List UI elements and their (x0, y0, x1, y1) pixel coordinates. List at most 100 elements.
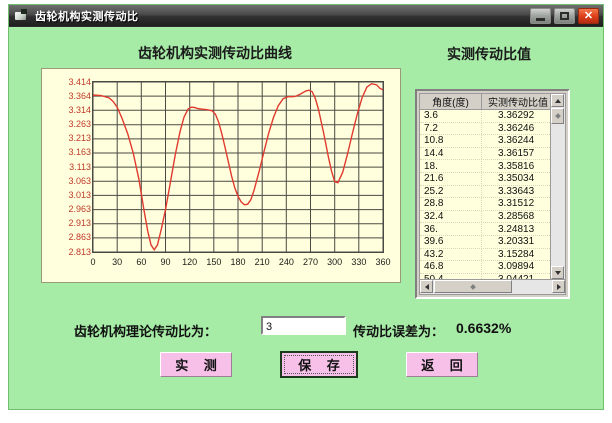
x-tick-label: 270 (302, 257, 319, 267)
table-row[interactable]: 25.2 3.33643 (420, 185, 554, 199)
y-tick-label: 3.414 (68, 76, 91, 87)
cell-angle: 28.8 (420, 198, 482, 210)
data-grid[interactable]: 角度(度) 实测传动比值 3.6 3.36292 7.2 3.36246 10.8 3.3… (415, 89, 570, 299)
column-header-ratio: 实测传动比值 (488, 98, 548, 109)
maximize-button[interactable] (554, 8, 575, 24)
measure-button[interactable]: 实 测 (160, 352, 232, 377)
x-tick-label: 210 (254, 257, 270, 267)
minimize-icon (536, 18, 545, 21)
table-row[interactable]: 14.4 3.36157 (420, 148, 554, 161)
x-tick-label: 0 (90, 257, 96, 267)
minimize-button[interactable] (530, 8, 551, 24)
y-tick-label: 3.063 (68, 175, 91, 186)
cell-angle: 39.6 (420, 236, 482, 248)
vertical-scrollbar[interactable] (550, 94, 565, 279)
data-curve (93, 82, 383, 251)
x-axis-tick-labels: 0 30 60 90 120 150 180 210 240 270 300 330 360 (90, 257, 390, 271)
x-tick-label: 60 (136, 257, 147, 267)
chart-panel: 3.414 3.364 3.314 3.263 3.213 3.163 3.113 3.063… (41, 68, 401, 283)
back-button[interactable]: 返 回 (406, 352, 478, 377)
theory-ratio-label: 齿轮机构理论传动比为： (74, 324, 218, 339)
cell-angle: 10.8 (420, 135, 482, 147)
cell-ratio: 3.31512 (498, 198, 535, 210)
save-button-label: 保 存 (298, 358, 346, 373)
x-tick-label: 360 (375, 257, 391, 267)
x-tick-label: 90 (160, 257, 171, 267)
y-tick-label: 3.263 (68, 119, 91, 130)
table-row[interactable]: 3.6 3.36292 (420, 110, 554, 123)
cell-angle: 36. (420, 223, 482, 235)
cell-ratio: 3.20331 (498, 236, 535, 248)
cell-ratio: 3.28568 (498, 211, 535, 223)
window-controls: ✕ (530, 8, 599, 24)
save-button[interactable]: 保 存 (280, 351, 358, 378)
maximize-icon (560, 12, 569, 20)
y-tick-label: 3.163 (68, 147, 91, 158)
y-tick-label: 3.013 (68, 189, 91, 200)
horizontal-scrollbar[interactable] (420, 279, 565, 294)
chevron-left-icon (424, 283, 429, 290)
table-row[interactable]: 7.2 3.36246 (420, 122, 554, 136)
cell-ratio: 3.36157 (498, 148, 535, 160)
x-tick-label: 180 (230, 257, 246, 267)
cell-angle: 21.6 (420, 173, 482, 185)
scroll-left-button[interactable] (420, 280, 433, 293)
close-button[interactable]: ✕ (578, 8, 599, 24)
y-tick-label: 2.913 (68, 218, 91, 229)
table-row[interactable]: 36. 3.24813 (420, 223, 554, 236)
error-label: 传动比误差为： (353, 324, 445, 339)
cell-ratio: 3.35034 (498, 173, 535, 185)
form-row: 齿轮机构理论传动比为： 传动比误差为： 0.6632% (10, 297, 602, 339)
x-tick-label: 240 (278, 257, 294, 267)
cell-ratio: 3.15284 (498, 248, 535, 260)
x-tick-label: 330 (351, 257, 367, 267)
cell-angle: 32.4 (420, 211, 482, 223)
cell-angle: 46.8 (420, 261, 482, 273)
cell-ratio: 3.24813 (498, 223, 535, 235)
cell-angle: 3.6 (420, 110, 482, 122)
cell-ratio: 3.36244 (498, 135, 535, 147)
vertical-scroll-thumb[interactable] (551, 108, 564, 124)
window-title: 齿轮机构实测传动比 (35, 10, 139, 23)
table-row[interactable]: 28.8 3.31512 (420, 198, 554, 211)
y-tick-label: 3.314 (68, 104, 91, 115)
y-tick-label: 3.364 (68, 90, 91, 101)
table-header-row: 角度(度) 实测传动比值 (420, 94, 565, 110)
title-bar[interactable]: 齿轮机构实测传动比 ✕ (9, 5, 603, 27)
table-row[interactable]: 10.8 3.36244 (420, 135, 554, 148)
table-row[interactable]: 21.6 3.35034 (420, 173, 554, 186)
app-icon (15, 9, 29, 22)
cell-ratio: 3.33643 (498, 185, 535, 197)
table-body: 3.6 3.36292 7.2 3.36246 10.8 3.36244 14.4 3.361… (420, 110, 554, 294)
button-row: 实 测 保 存 返 回 (10, 351, 602, 386)
table-row[interactable]: 18. 3.35816 (420, 160, 554, 173)
cell-angle: 7.2 (420, 122, 482, 134)
theory-ratio-input[interactable] (261, 316, 346, 335)
chevron-down-icon (554, 270, 561, 275)
cell-angle: 14.4 (420, 148, 482, 160)
scroll-up-button[interactable] (551, 94, 564, 107)
thumb-grip-icon (554, 113, 561, 119)
chevron-up-icon (554, 98, 561, 103)
client-area: 齿轮机构实测传动比曲线 实测传动比值 3.414 3.364 3.314 3.263 3… (10, 27, 602, 408)
x-tick-label: 150 (206, 257, 222, 267)
table-row[interactable]: 43.2 3.15284 (420, 248, 554, 262)
table-row[interactable]: 39.6 3.20331 (420, 236, 554, 249)
horizontal-scroll-thumb[interactable] (434, 280, 512, 293)
y-tick-label: 3.213 (68, 133, 91, 144)
cell-ratio: 3.36292 (498, 110, 535, 122)
y-tick-label: 2.813 (68, 246, 91, 257)
data-grid-inner: 角度(度) 实测传动比值 3.6 3.36292 7.2 3.36246 10.8 3.3… (419, 93, 566, 295)
thumb-grip-icon (470, 283, 476, 290)
y-tick-label: 2.863 (68, 232, 91, 243)
table-heading: 实测传动比值 (447, 46, 531, 62)
scroll-down-button[interactable] (551, 266, 564, 279)
error-value: 0.6632% (456, 320, 512, 336)
table-row[interactable]: 46.8 3.09894 (420, 261, 554, 274)
table-row[interactable]: 32.4 3.28568 (420, 211, 554, 224)
scroll-right-button[interactable] (552, 280, 565, 293)
application-window: 齿轮机构实测传动比 ✕ 齿轮机构实测传动比曲线 实测传动比值 3.414 3.36… (8, 4, 604, 410)
cell-ratio: 3.36246 (498, 122, 535, 134)
cell-angle: 43.2 (420, 248, 482, 260)
cell-angle: 18. (420, 160, 482, 172)
